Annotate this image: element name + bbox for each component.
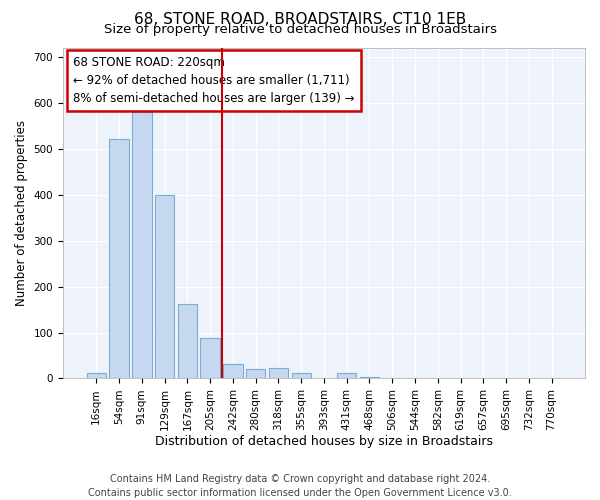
Bar (337, 373, 356, 378)
Text: 68, STONE ROAD, BROADSTAIRS, CT10 1EB: 68, STONE ROAD, BROADSTAIRS, CT10 1EB (134, 12, 466, 28)
Bar (223, 364, 242, 378)
Bar (132, 112, 152, 378)
Bar (246, 370, 265, 378)
Bar (178, 304, 197, 378)
Bar (155, 194, 174, 378)
Bar (200, 338, 220, 378)
Text: 68 STONE ROAD: 220sqm
← 92% of detached houses are smaller (1,711)
8% of semi-de: 68 STONE ROAD: 220sqm ← 92% of detached … (73, 56, 355, 105)
Text: Contains HM Land Registry data © Crown copyright and database right 2024.
Contai: Contains HM Land Registry data © Crown c… (88, 474, 512, 498)
Bar (360, 376, 379, 378)
Bar (109, 138, 129, 378)
X-axis label: Distribution of detached houses by size in Broadstairs: Distribution of detached houses by size … (155, 434, 493, 448)
Bar (269, 368, 288, 378)
Y-axis label: Number of detached properties: Number of detached properties (15, 120, 28, 306)
Bar (292, 373, 311, 378)
Text: Size of property relative to detached houses in Broadstairs: Size of property relative to detached ho… (104, 24, 497, 36)
Bar (86, 372, 106, 378)
